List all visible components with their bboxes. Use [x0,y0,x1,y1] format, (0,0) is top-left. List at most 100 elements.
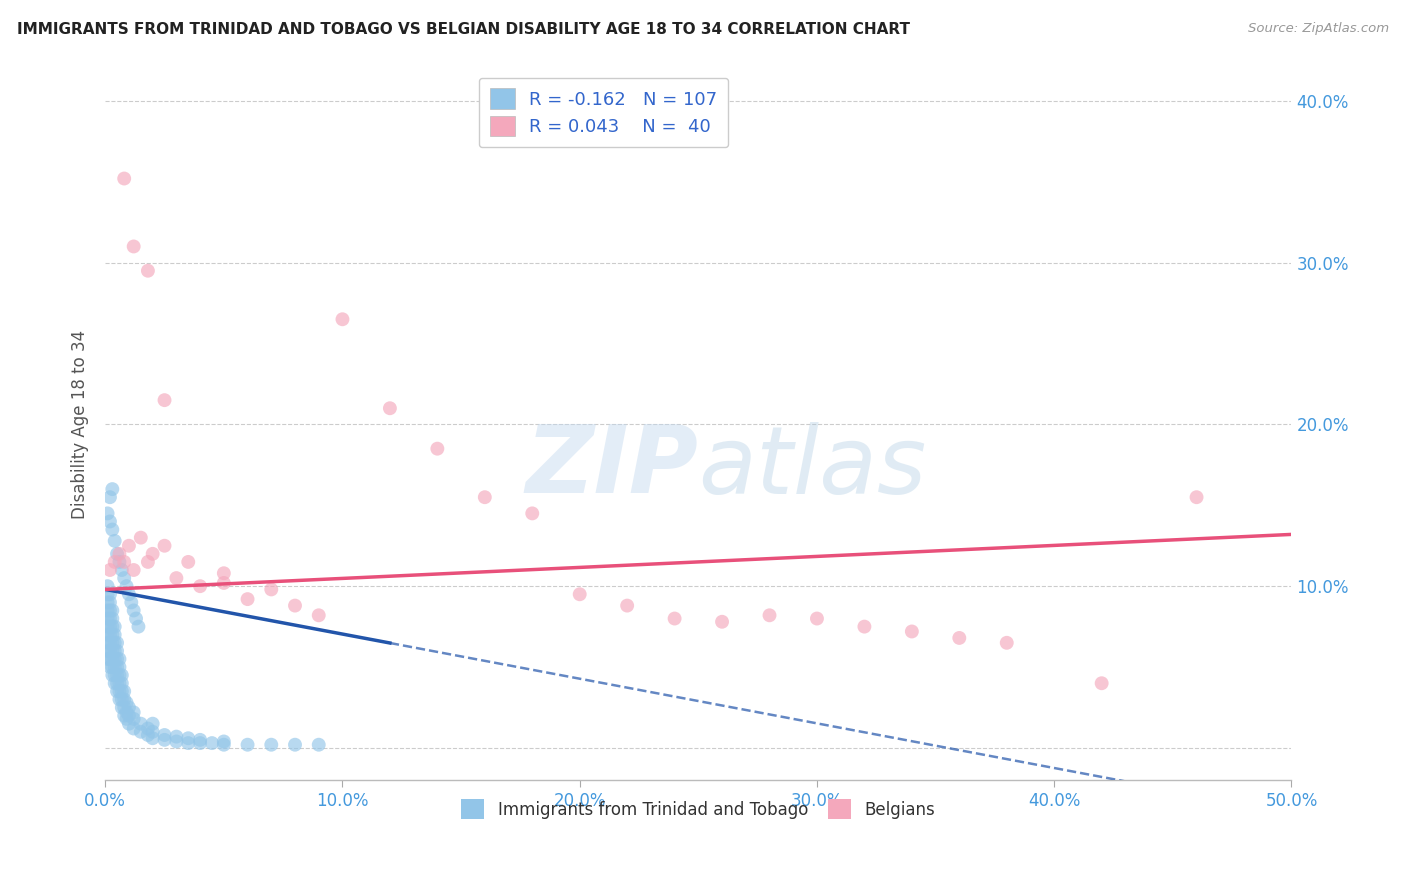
Point [111,563,134,577]
Point [308,608,330,623]
Point [112,555,135,569]
Point [129,716,152,731]
Point [97,595,120,609]
Legend: Immigrants from Trinidad and Tobago, Belgians: Immigrants from Trinidad and Tobago, Bel… [454,793,942,825]
Point [104,628,127,642]
Point [118,587,141,601]
Point [120,595,142,609]
Point [98,490,121,504]
Point [97,636,120,650]
Point [1091,676,1114,690]
Point [104,555,127,569]
Point [948,631,970,645]
Point [188,579,211,593]
Point [104,668,127,682]
Point [97,579,120,593]
Point [112,692,135,706]
Point [153,539,176,553]
Text: Source: ZipAtlas.com: Source: ZipAtlas.com [1249,22,1389,36]
Point [474,490,496,504]
Point [105,652,128,666]
Point [568,587,591,601]
Point [212,566,235,581]
Point [522,507,544,521]
Point [112,171,135,186]
Point [98,644,121,658]
Point [97,603,120,617]
Point [101,482,124,496]
Point [853,619,876,633]
Point [260,582,283,597]
Point [97,628,120,642]
Point [115,706,138,720]
Point [104,619,127,633]
Point [212,576,235,591]
Point [901,624,924,639]
Point [111,684,134,698]
Point [284,738,307,752]
Point [98,619,121,633]
Point [97,652,120,666]
Point [122,563,145,577]
Point [98,636,121,650]
Point [136,555,159,569]
Point [101,660,124,674]
Point [284,599,307,613]
Point [118,700,141,714]
Text: IMMIGRANTS FROM TRINIDAD AND TOBAGO VS BELGIAN DISABILITY AGE 18 TO 34 CORRELATI: IMMIGRANTS FROM TRINIDAD AND TOBAGO VS B… [17,22,910,37]
Point [165,730,187,744]
Point [98,563,121,577]
Point [177,731,200,746]
Point [104,533,127,548]
Point [101,636,124,650]
Point [122,706,145,720]
Point [165,734,187,748]
Point [97,644,120,658]
Point [142,731,165,746]
Point [995,636,1018,650]
Point [127,619,149,633]
Point [105,684,128,698]
Point [108,555,131,569]
Point [165,571,187,585]
Point [122,239,145,253]
Point [98,603,121,617]
Point [101,523,124,537]
Point [212,734,235,748]
Point [108,692,131,706]
Point [664,611,686,625]
Point [122,722,145,736]
Point [101,652,124,666]
Point [101,611,124,625]
Point [108,668,131,682]
Point [111,668,134,682]
Point [332,312,354,326]
Point [104,652,127,666]
Y-axis label: Disability Age 18 to 34: Disability Age 18 to 34 [72,330,89,519]
Point [112,571,135,585]
Point [105,668,128,682]
Point [111,700,134,714]
Point [108,660,131,674]
Point [711,615,734,629]
Point [101,628,124,642]
Point [136,722,159,736]
Point [98,595,121,609]
Point [125,611,148,625]
Point [108,547,131,561]
Point [115,712,138,726]
Point [101,619,124,633]
Point [129,724,152,739]
Point [105,660,128,674]
Text: ZIP: ZIP [526,421,699,513]
Point [260,738,283,752]
Point [97,619,120,633]
Point [98,660,121,674]
Point [98,587,121,601]
Point [308,738,330,752]
Point [105,676,128,690]
Point [142,716,165,731]
Point [142,724,165,739]
Point [101,668,124,682]
Point [758,608,780,623]
